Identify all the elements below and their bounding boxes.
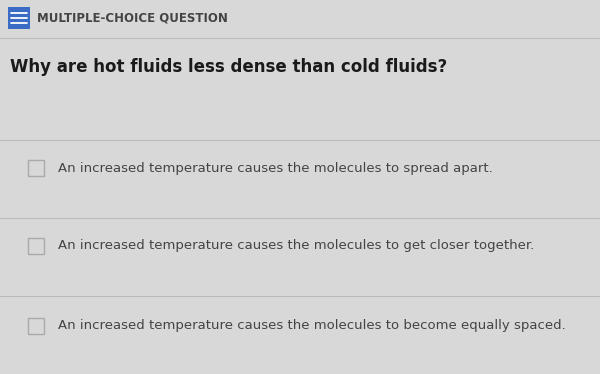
Text: An increased temperature causes the molecules to become equally spaced.: An increased temperature causes the mole…: [58, 319, 566, 332]
FancyBboxPatch shape: [8, 7, 30, 29]
Text: MULTIPLE-CHOICE QUESTION: MULTIPLE-CHOICE QUESTION: [37, 12, 228, 25]
Text: An increased temperature causes the molecules to get closer together.: An increased temperature causes the mole…: [58, 239, 534, 252]
Text: An increased temperature causes the molecules to spread apart.: An increased temperature causes the mole…: [58, 162, 493, 175]
FancyBboxPatch shape: [28, 318, 44, 334]
FancyBboxPatch shape: [28, 238, 44, 254]
FancyBboxPatch shape: [28, 160, 44, 176]
Text: Why are hot fluids less dense than cold fluids?: Why are hot fluids less dense than cold …: [10, 58, 447, 76]
